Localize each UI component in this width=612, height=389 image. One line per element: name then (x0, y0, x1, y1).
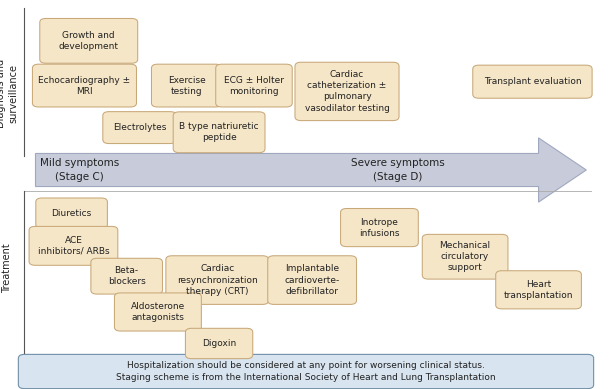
Text: Severe symptoms
(Stage D): Severe symptoms (Stage D) (351, 158, 445, 182)
FancyBboxPatch shape (35, 198, 108, 228)
Text: Implantable
cardioverte-
defibrillator: Implantable cardioverte- defibrillator (285, 265, 340, 296)
Text: Echocardiography ±
MRI: Echocardiography ± MRI (39, 75, 130, 96)
Text: Diuretics: Diuretics (51, 209, 92, 218)
Text: Electrolytes: Electrolytes (113, 123, 166, 132)
FancyBboxPatch shape (32, 64, 136, 107)
Text: ECG ± Holter
monitoring: ECG ± Holter monitoring (224, 75, 284, 96)
Text: Aldosterone
antagonists: Aldosterone antagonists (131, 302, 185, 322)
Text: Diagnosis and
surveillance: Diagnosis and surveillance (0, 59, 18, 128)
Text: Inotrope
infusions: Inotrope infusions (359, 217, 400, 238)
FancyBboxPatch shape (472, 65, 592, 98)
FancyBboxPatch shape (166, 256, 269, 304)
Text: Beta-
blockers: Beta- blockers (108, 266, 146, 286)
FancyBboxPatch shape (152, 64, 222, 107)
Text: Exercise
testing: Exercise testing (168, 75, 206, 96)
FancyBboxPatch shape (114, 293, 201, 331)
Text: Transplant evaluation: Transplant evaluation (483, 77, 581, 86)
Text: ACE
inhibitors/ ARBs: ACE inhibitors/ ARBs (37, 236, 110, 256)
Text: Treatment: Treatment (2, 244, 12, 293)
Text: Growth and
development: Growth and development (59, 31, 119, 51)
FancyBboxPatch shape (29, 226, 118, 265)
FancyBboxPatch shape (496, 271, 581, 309)
FancyBboxPatch shape (40, 19, 138, 63)
FancyBboxPatch shape (18, 354, 594, 389)
Text: Cardiac
resynchronization
therapy (CRT): Cardiac resynchronization therapy (CRT) (177, 265, 258, 296)
FancyBboxPatch shape (295, 62, 399, 121)
FancyBboxPatch shape (91, 258, 162, 294)
FancyBboxPatch shape (173, 112, 265, 152)
FancyBboxPatch shape (103, 112, 176, 144)
Text: Cardiac
catheterization ±
pulmonary
vasodilator testing: Cardiac catheterization ± pulmonary vaso… (305, 70, 389, 112)
Text: Mechanical
circulatory
support: Mechanical circulatory support (439, 241, 491, 272)
Text: Heart
transplantation: Heart transplantation (504, 280, 573, 300)
FancyBboxPatch shape (422, 234, 508, 279)
Text: Digoxin: Digoxin (202, 339, 236, 348)
Text: Hospitalization should be considered at any point for worsening clinical status.: Hospitalization should be considered at … (116, 361, 496, 382)
Text: Mild symptoms
(Stage C): Mild symptoms (Stage C) (40, 158, 119, 182)
FancyBboxPatch shape (215, 64, 292, 107)
Polygon shape (35, 138, 586, 202)
FancyBboxPatch shape (185, 328, 253, 359)
FancyBboxPatch shape (340, 209, 419, 247)
Text: B type natriuretic
peptide: B type natriuretic peptide (179, 122, 259, 142)
FancyBboxPatch shape (268, 256, 356, 304)
